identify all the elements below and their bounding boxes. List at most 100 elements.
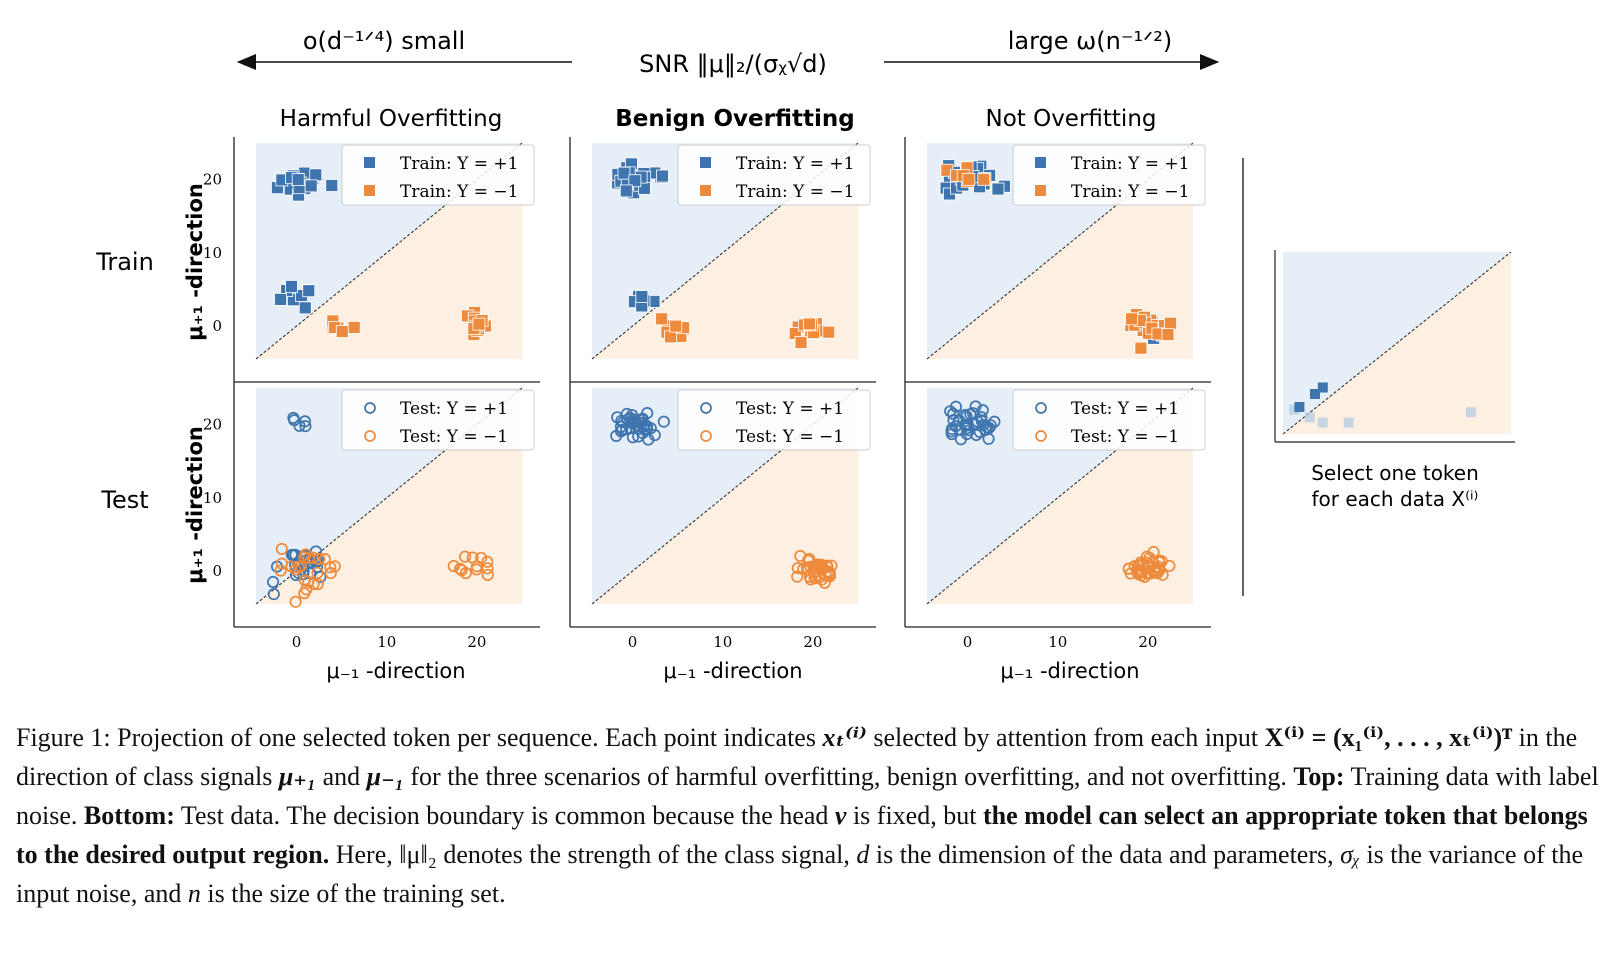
data-point-circle bbox=[481, 555, 494, 568]
data-point-circle bbox=[267, 588, 280, 601]
data-point-circle bbox=[808, 572, 821, 585]
side-faded-point bbox=[1317, 417, 1328, 428]
data-point-square bbox=[274, 292, 287, 306]
data-point-circle bbox=[657, 415, 670, 428]
series-negative bbox=[791, 549, 838, 589]
legend-label: Train: Y = −1 bbox=[1071, 182, 1189, 202]
data-point-circle bbox=[945, 422, 958, 436]
xtick-label: 10 bbox=[377, 633, 396, 651]
data-point-circle bbox=[958, 408, 971, 422]
legend-marker bbox=[364, 430, 376, 442]
column-title-benign: Benign Overfitting bbox=[615, 106, 854, 132]
data-point-square bbox=[1134, 341, 1148, 355]
data-point-square bbox=[664, 330, 677, 344]
caption-top-label: Top: bbox=[1293, 762, 1345, 791]
caption-sigma-text: is the variance of the input noise, and bbox=[16, 840, 1584, 908]
xtick-label: 20 bbox=[1138, 633, 1157, 651]
data-point-square bbox=[635, 290, 649, 303]
caption-d-text: is the dimension of the data and paramet… bbox=[869, 840, 1341, 869]
xtick-label: 20 bbox=[467, 633, 486, 651]
caption-fixed-text: is fixed, but bbox=[846, 801, 983, 830]
legend-label: Train: Y = +1 bbox=[400, 154, 518, 174]
caption-symbol-norm: ‖μ‖₂ bbox=[399, 840, 437, 869]
panel-5: 0 10 20 Test: Y = +1 Test: Y = −1 bbox=[569, 382, 876, 651]
data-point-circle bbox=[453, 562, 467, 575]
ylabel-test: μ₊₁ -direction bbox=[183, 426, 207, 584]
series-negative bbox=[940, 161, 1177, 355]
series-negative bbox=[655, 312, 836, 349]
xtick-label: 0 bbox=[628, 633, 638, 651]
data-point-circle bbox=[811, 558, 824, 571]
xtick-label: 0 bbox=[963, 633, 973, 651]
data-point-square bbox=[669, 319, 683, 333]
side-faded-point bbox=[1466, 407, 1476, 418]
data-point-circle bbox=[815, 558, 828, 571]
caption-symbol-mu-minus: μ₋₁ bbox=[366, 762, 404, 791]
data-point-circle bbox=[470, 563, 483, 576]
series-negative bbox=[326, 306, 492, 341]
legend-marker bbox=[1035, 185, 1046, 196]
legend-marker bbox=[1035, 157, 1046, 168]
data-point-circle bbox=[1153, 554, 1166, 567]
xtick-label: 20 bbox=[803, 633, 822, 651]
data-point-circle bbox=[481, 568, 494, 582]
legend-label: Test: Y = +1 bbox=[400, 399, 508, 419]
data-point-circle bbox=[324, 567, 337, 580]
data-point-circle bbox=[632, 430, 645, 443]
caption-norm-text: denotes the strength of the class signal… bbox=[436, 840, 857, 869]
series-negative bbox=[274, 542, 494, 608]
caption-symbol-n: n bbox=[187, 879, 201, 908]
legend-box bbox=[1012, 389, 1206, 451]
ylabel-train: μ₊₁ -direction bbox=[183, 183, 207, 341]
legend-label: Test: Y = +1 bbox=[1071, 399, 1179, 419]
data-point-circle bbox=[318, 553, 331, 566]
data-point-circle bbox=[973, 425, 986, 438]
caption-bottom-text: Test data. The decision boundary is comm… bbox=[174, 801, 835, 830]
panel-3: Train: Y = +1 Train: Y = −1 bbox=[904, 137, 1211, 383]
data-point-square bbox=[304, 179, 318, 193]
side-caption-line-1: Select one token bbox=[1311, 461, 1479, 485]
row-title-test: Test bbox=[100, 486, 148, 514]
data-point-circle bbox=[977, 418, 990, 431]
legend-marker bbox=[364, 185, 375, 196]
data-point-circle bbox=[306, 551, 320, 564]
caption-symbol-nu: ν bbox=[834, 801, 847, 830]
series-positive bbox=[271, 166, 339, 315]
data-point-circle bbox=[294, 560, 307, 573]
figure-caption: Figure 1: Projection of one selected tok… bbox=[16, 718, 1601, 913]
side-selected-point bbox=[1310, 389, 1320, 399]
xlabel-benign: μ₋₁ -direction bbox=[663, 659, 802, 683]
data-point-circle bbox=[287, 411, 300, 424]
legend-marker bbox=[700, 185, 711, 196]
data-point-circle bbox=[466, 551, 479, 564]
data-point-circle bbox=[984, 419, 997, 432]
data-point-circle bbox=[1128, 560, 1141, 573]
data-point-square bbox=[325, 179, 339, 192]
side-decision-boundary bbox=[1282, 251, 1512, 435]
legend-label: Train: Y = −1 bbox=[400, 182, 518, 202]
panel-2: Train: Y = +1 Train: Y = −1 bbox=[569, 137, 876, 383]
legend-label: Train: Y = +1 bbox=[1071, 154, 1189, 174]
data-point-circle bbox=[822, 565, 835, 578]
side-selected-point bbox=[1294, 402, 1305, 412]
data-point-square bbox=[347, 321, 361, 334]
data-point-circle bbox=[475, 551, 488, 564]
data-point-square bbox=[285, 280, 298, 293]
panel-4: 0 10 20 0 10 20 Test: Y = +1 Test: Y = −1 bbox=[203, 382, 540, 651]
data-point-circle bbox=[311, 566, 324, 579]
legend-marker bbox=[1035, 430, 1047, 442]
legend-box bbox=[677, 389, 871, 451]
ytick-label: 20 bbox=[203, 416, 222, 434]
panel-1: 0 10 20 Train: Y = +1 Train: Y = −1 bbox=[203, 137, 540, 383]
caption-bold-text: the model can select an appropriate toke… bbox=[16, 801, 1588, 869]
data-point-circle bbox=[274, 564, 287, 577]
data-point-circle bbox=[976, 404, 989, 417]
snr-large-label: large ω(n⁻¹ᐟ²) bbox=[1008, 27, 1173, 55]
caption-text-1b: selected by attention from each input bbox=[866, 723, 1265, 752]
figure-canvas: o(d⁻¹ᐟ⁴) small SNR ‖μ‖₂/(σᵪ√d) large ω(n… bbox=[95, 27, 1515, 683]
data-point-square bbox=[617, 166, 631, 180]
data-point-circle bbox=[299, 420, 312, 433]
legend-box bbox=[677, 144, 871, 206]
data-point-circle bbox=[299, 548, 312, 561]
legend-marker bbox=[700, 430, 712, 442]
